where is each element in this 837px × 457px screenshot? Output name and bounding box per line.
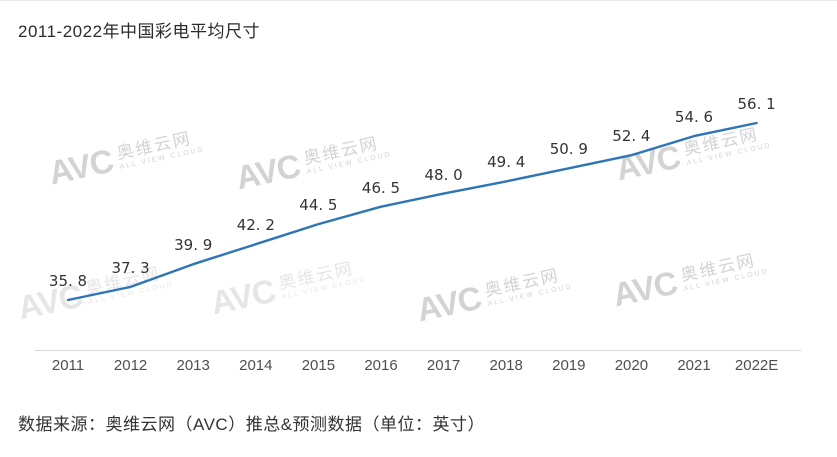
x-axis-label: 2022E: [734, 357, 779, 374]
watermark-en-text: ALL VIEW CLOUD: [487, 283, 574, 308]
data-label: 49. 4: [487, 153, 526, 172]
watermark-cn-text: 奥维云网: [483, 266, 562, 301]
x-axis-label: 2012: [113, 357, 148, 374]
x-axis-label: 2021: [677, 357, 711, 374]
watermark-cn-text: 奥维云网: [302, 134, 381, 169]
avc-watermark: AVC 奥维云网 ALL VIEW CLOUD: [609, 247, 770, 314]
avc-logo-icon: AVC: [232, 146, 304, 197]
avc-logo-icon: AVC: [207, 271, 279, 322]
data-label: 35. 8: [48, 272, 88, 290]
data-label: 52. 4: [612, 127, 651, 146]
watermark-en-text: ALL VIEW CLOUD: [686, 142, 773, 167]
avc-logo-icon: AVC: [413, 278, 485, 329]
avc-watermark: AVC 奥维云网 ALL VIEW CLOUD: [413, 262, 574, 329]
data-label: 42. 2: [236, 216, 275, 235]
data-label: 54. 6: [674, 108, 714, 127]
x-axis-label: 2013: [176, 357, 210, 374]
x-axis-label: 2017: [426, 357, 461, 374]
trend-line: [66, 121, 758, 302]
avc-watermark: AVC 奥维云网 ALL VIEW CLOUD: [207, 255, 368, 322]
source-note: 数据来源：奥维云网（AVC）推总&预测数据（单位：英寸）: [18, 415, 486, 434]
avc-watermark: AVC 奥维云网 ALL VIEW CLOUD: [45, 125, 206, 192]
watermark-cn-text: 奥维云网: [682, 125, 761, 160]
x-axis-label: 2014: [239, 357, 273, 374]
watermark-en-text: ALL VIEW CLOUD: [306, 151, 393, 176]
watermark-en-text: ALL VIEW CLOUD: [281, 276, 368, 301]
data-label: 46. 5: [361, 178, 401, 197]
x-axis-label: 2020: [614, 357, 649, 374]
watermark-en-text: ALL VIEW CLOUD: [683, 268, 770, 293]
data-label: 56. 1: [737, 94, 776, 113]
data-label: 39. 9: [174, 236, 213, 255]
avc-logo-icon: AVC: [609, 263, 681, 314]
data-label: 44. 5: [299, 196, 338, 215]
x-axis-line: [35, 350, 801, 351]
chart-title: 2011-2022年中国彩电平均尺寸: [18, 22, 261, 41]
avc-logo-icon: AVC: [612, 137, 684, 188]
x-axis-label: 2015: [301, 357, 336, 374]
x-axis-label: 2016: [364, 357, 398, 374]
x-axis-label: 2019: [552, 357, 586, 374]
x-axis-label: 2018: [489, 357, 523, 374]
watermark-cn-text: 奥维云网: [679, 251, 758, 286]
avc-watermark: AVC 奥维云网 ALL VIEW CLOUD: [15, 260, 175, 326]
watermark-en-text: ALL VIEW CLOUD: [119, 146, 206, 171]
watermark-en-text: ALL VIEW CLOUD: [88, 281, 175, 306]
watermark-cn-text: 奥维云网: [115, 129, 194, 164]
watermark-cn-text: 奥维云网: [277, 259, 356, 294]
avc-logo-icon: AVC: [45, 141, 117, 192]
data-label: 37. 3: [111, 258, 150, 277]
data-label: 50. 9: [549, 140, 588, 159]
data-label: 48. 0: [424, 165, 463, 184]
x-axis-label: 2011: [51, 357, 85, 374]
